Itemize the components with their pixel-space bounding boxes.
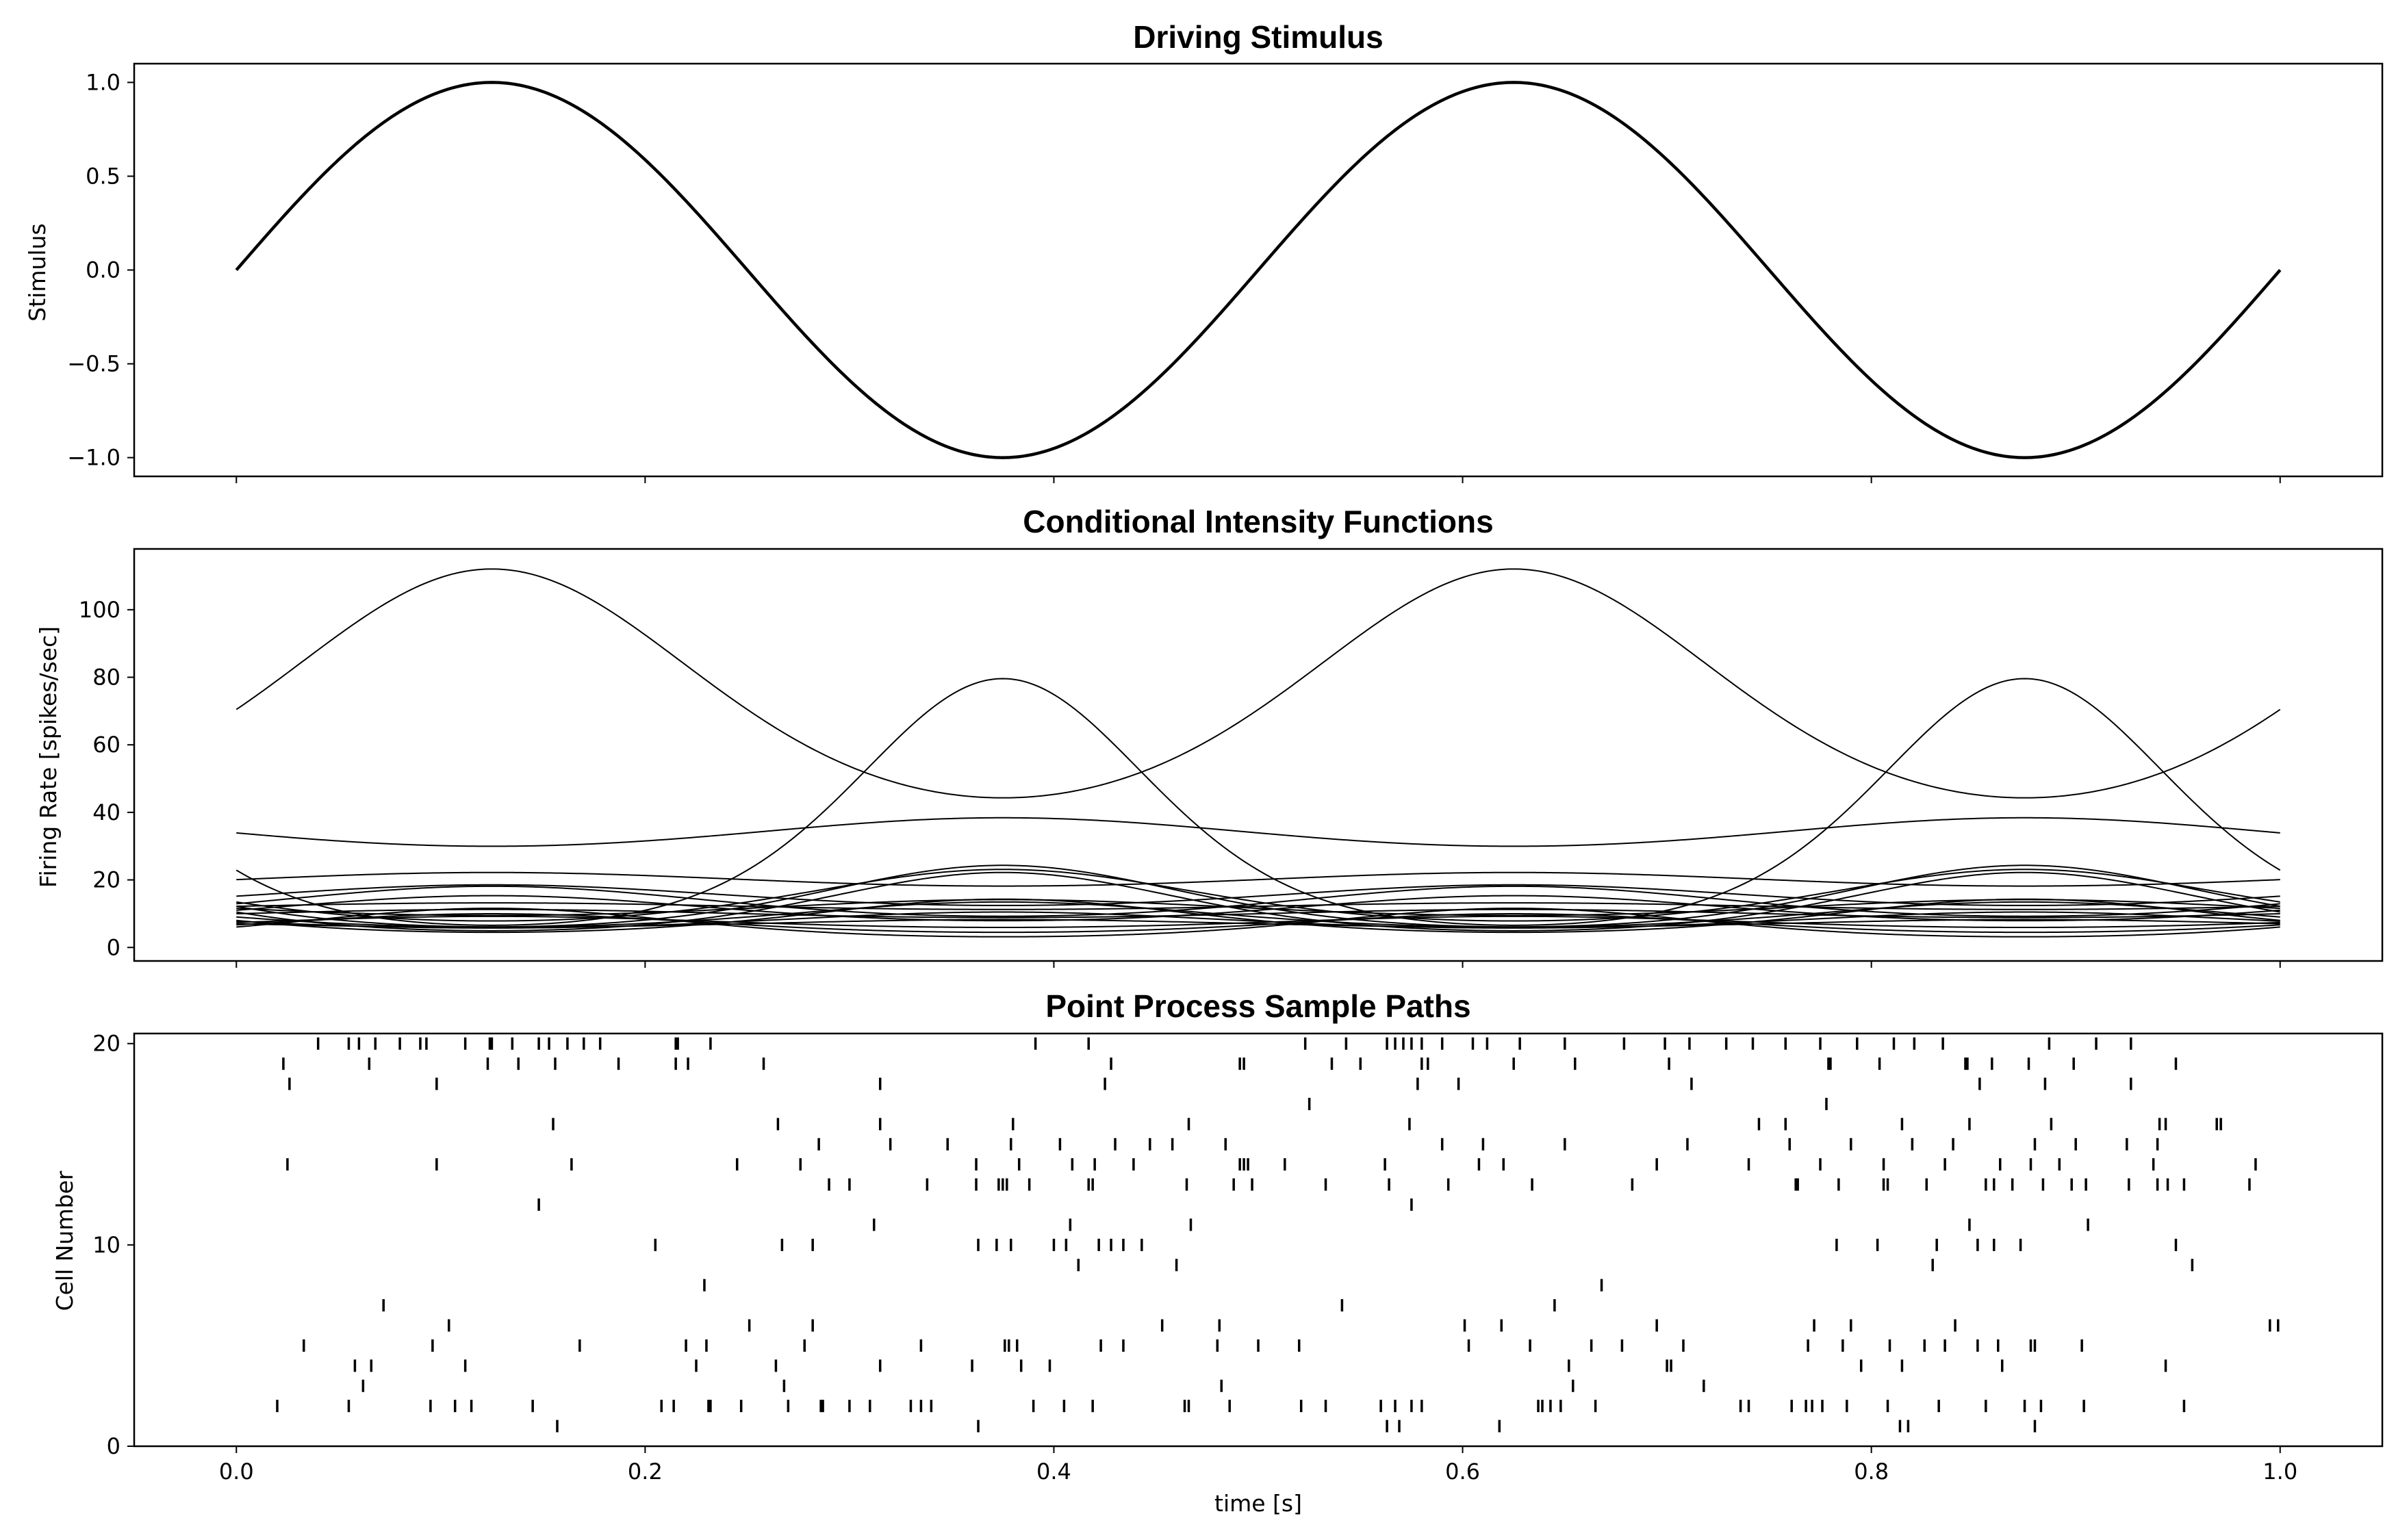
y-tick-label: 20 [92,1031,120,1057]
intensity-title: Conditional Intensity Functions [1023,504,1493,539]
y-tick-label: 0 [107,934,120,960]
y-tick-label: 20 [92,867,120,893]
intensity-line [236,899,2280,916]
y-tick-label: 40 [92,799,120,825]
y-tick-label: 100 [79,597,120,623]
x-tick-label: 0.2 [628,1459,663,1485]
intensity-line [236,871,2280,932]
stimulus-y-axis-label: Stimulus [24,223,51,321]
y-tick-label: 80 [92,665,120,691]
intensity-curves [235,568,2281,938]
intensity-line [236,895,2280,922]
intensity-line [236,908,2280,938]
intensity-line [236,901,2280,928]
raster-x-axis-label: time [s] [1214,1490,1302,1517]
stimulus-curves [235,81,2282,459]
intensity-panel: Conditional Intensity Functions Firing R… [35,504,2384,968]
intensity-line [236,902,2280,910]
x-tick-label: 1.0 [2263,1459,2297,1485]
intensity-line [236,915,2280,928]
raster-y-axis-label: Cell Number [51,1170,78,1311]
intensity-line [236,869,2280,922]
y-tick-label: 1.0 [86,69,120,95]
intensity-axes: 0 20 40 60 80 100 [79,597,2281,968]
stimulus-title: Driving Stimulus [1133,19,1383,55]
x-tick-label: 0.4 [1036,1459,1071,1485]
intensity-line [236,908,2280,919]
x-tick-label: 0.8 [1854,1459,1889,1485]
y-tick-label: 0.5 [86,163,120,189]
raster-title: Point Process Sample Paths [1045,988,1470,1024]
stimulus-plot-frame [133,62,2384,478]
intensity-plot-frame [133,548,2384,962]
y-tick-label: 10 [92,1232,120,1258]
intensity-line [236,898,2280,934]
raster-spikes [276,1037,2280,1433]
intensity-line [236,913,2280,934]
y-tick-label: 0.0 [86,257,120,283]
stimulus-line [235,81,2282,459]
intensity-line [236,871,2280,887]
x-tick-label: 0.6 [1445,1459,1480,1485]
raster-panel: Point Process Sample Paths Cell Number t… [51,988,2384,1517]
y-tick-label: 60 [92,732,120,758]
raster-axes: 0.0 0.2 0.4 0.6 0.8 1.0 0 10 20 [92,1031,2297,1485]
stimulus-panel: Driving Stimulus Stimulus −1.0 −0.5 0.0 0.5… [24,19,2384,483]
intensity-line [235,568,2281,799]
y-tick-label: 0 [107,1433,120,1459]
raster-plot-frame [133,1032,2384,1448]
intensity-line [236,885,2280,917]
x-tick-label: 0.0 [219,1459,254,1485]
intensity-line [235,678,2281,926]
intensity-y-axis-label: Firing Rate [spikes/sec] [35,626,62,888]
intensity-line [236,919,2280,928]
stimulus-axes: −1.0 −0.5 0.0 0.5 1.0 [67,69,2281,483]
intensity-line [236,817,2280,847]
y-tick-label: −0.5 [67,351,120,377]
y-tick-label: −1.0 [67,445,120,471]
